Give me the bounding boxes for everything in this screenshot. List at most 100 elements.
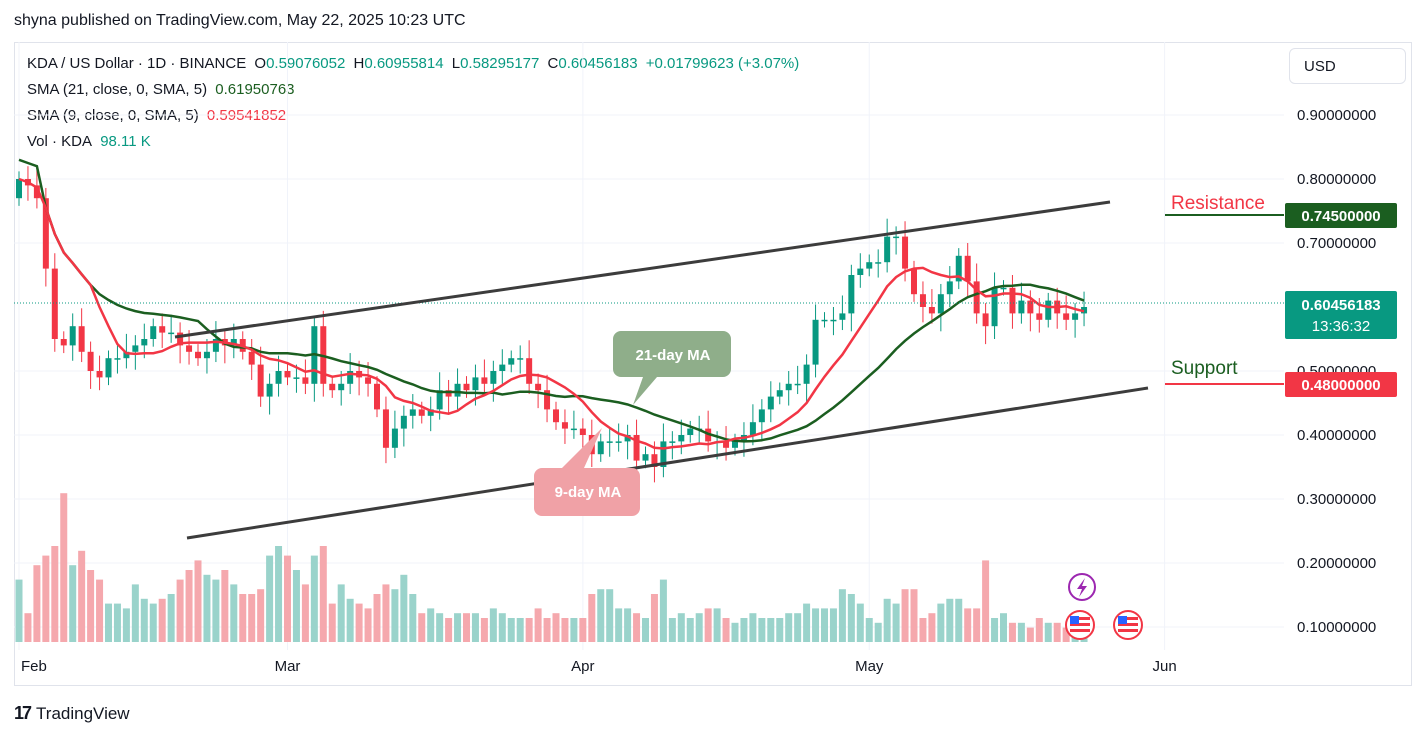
volume-bar	[1008, 622, 1016, 642]
volume-bar	[874, 622, 882, 642]
volume-bar	[686, 618, 694, 642]
y-tick-label: 0.10000000	[1297, 619, 1376, 636]
volume-bar	[507, 618, 515, 642]
candle-body	[597, 441, 604, 455]
candle-body	[660, 441, 667, 467]
y-tick-label: 0.20000000	[1297, 555, 1376, 572]
support-trendline	[186, 386, 1149, 540]
volume-bar	[677, 613, 685, 642]
candle-body	[96, 371, 103, 378]
current-price-label: 0.60456183	[1301, 297, 1380, 314]
volume-bar	[480, 618, 488, 642]
volume-bar	[167, 594, 175, 642]
volume-bar	[740, 618, 748, 642]
volume-bar	[105, 603, 112, 642]
candle-body	[553, 409, 559, 423]
volume-bar	[633, 613, 641, 642]
candle-body	[624, 435, 631, 442]
us-flag-icon[interactable]	[1113, 610, 1143, 640]
volume-bar	[373, 594, 381, 642]
y-tick-label: 0.80000000	[1297, 171, 1376, 188]
volume-bar	[847, 594, 855, 642]
volume-bar	[69, 565, 77, 642]
candle-body	[463, 383, 470, 391]
legend-symbol[interactable]: KDA / US Dollar · 1D · BINANCE	[27, 55, 247, 72]
legend-sma21[interactable]: SMA (21, close, 0, SMA, 5) 0.61950763	[27, 81, 299, 98]
candle-body	[633, 435, 640, 461]
legend-c-label: C	[547, 55, 559, 72]
lightning-icon[interactable]	[1068, 573, 1096, 601]
candle-body	[669, 441, 676, 443]
legend-h-label: H	[353, 55, 365, 72]
candle-body	[338, 383, 345, 391]
volume-bar	[749, 613, 757, 642]
volume-bar	[794, 613, 802, 642]
candle-body	[946, 281, 953, 295]
volume-bar	[937, 603, 945, 642]
candle-body	[928, 307, 935, 314]
candle-body	[991, 287, 998, 327]
legend-volume[interactable]: Vol · KDA 98.11 K	[27, 133, 155, 150]
volume-bar	[516, 618, 524, 642]
volume-bar	[1000, 613, 1007, 642]
candle-body	[212, 339, 219, 352]
candle-body	[275, 371, 282, 384]
volume-bar	[42, 555, 50, 642]
volume-bar	[561, 618, 569, 642]
resistance-price-label: 0.74500000	[1301, 208, 1380, 225]
x-tick-label: May	[855, 658, 884, 675]
candle-body	[481, 377, 488, 384]
volume-bar	[257, 589, 265, 642]
x-tick-label: Jun	[1153, 658, 1177, 675]
volume-bar	[445, 618, 453, 642]
candle-body	[561, 422, 568, 429]
volume-bar	[570, 618, 578, 642]
volume-bar	[812, 608, 820, 642]
volume-bar	[588, 594, 596, 642]
candle-body	[203, 351, 210, 359]
volume-bar	[731, 622, 739, 642]
candle-body	[642, 454, 649, 461]
candle-body	[839, 313, 846, 320]
volume-bar	[149, 603, 157, 642]
us-flag-icon[interactable]	[1065, 610, 1095, 640]
volume-bar	[1026, 627, 1034, 642]
candle-body	[78, 326, 85, 352]
publish-info: shyna published on TradingView.com, May …	[14, 12, 466, 29]
volume-bar	[659, 579, 667, 642]
candle-body	[651, 454, 658, 467]
volume-bar	[982, 560, 990, 642]
volume-bar	[310, 555, 318, 642]
candle-body	[177, 332, 184, 346]
currency-selector[interactable]: USD	[1289, 48, 1406, 84]
candle-body	[526, 358, 533, 384]
volume-bar	[489, 608, 497, 642]
tradingview-logo-text: TradingView	[36, 703, 130, 723]
volume-bar	[964, 608, 972, 642]
sma21-label: SMA (21, close, 0, SMA, 5)	[27, 81, 208, 98]
candle-body	[257, 364, 264, 397]
candle-body	[60, 339, 67, 346]
volume-bar	[436, 613, 444, 642]
legend-close: 0.60456183	[558, 55, 638, 72]
y-tick-label: 0.90000000	[1297, 107, 1376, 124]
candle-body	[866, 262, 873, 269]
volume-bar	[713, 608, 721, 642]
volume-bar	[642, 618, 649, 642]
tradingview-logo[interactable]: 17 TradingView	[14, 703, 130, 724]
volume-bar	[901, 589, 909, 642]
resistance-price-tag	[1285, 203, 1397, 228]
candle-body	[248, 351, 255, 365]
volume-bar	[624, 608, 632, 642]
volume-bar	[301, 584, 309, 642]
candle-body	[570, 428, 577, 431]
volume-label: Vol · KDA	[27, 133, 93, 150]
resistance-trendline	[174, 200, 1111, 339]
candle-body	[230, 339, 237, 346]
candle-body	[911, 268, 917, 295]
volume-bar	[203, 574, 211, 642]
candle-body	[884, 236, 891, 263]
candle-body	[490, 371, 497, 384]
candle-body	[141, 339, 148, 346]
